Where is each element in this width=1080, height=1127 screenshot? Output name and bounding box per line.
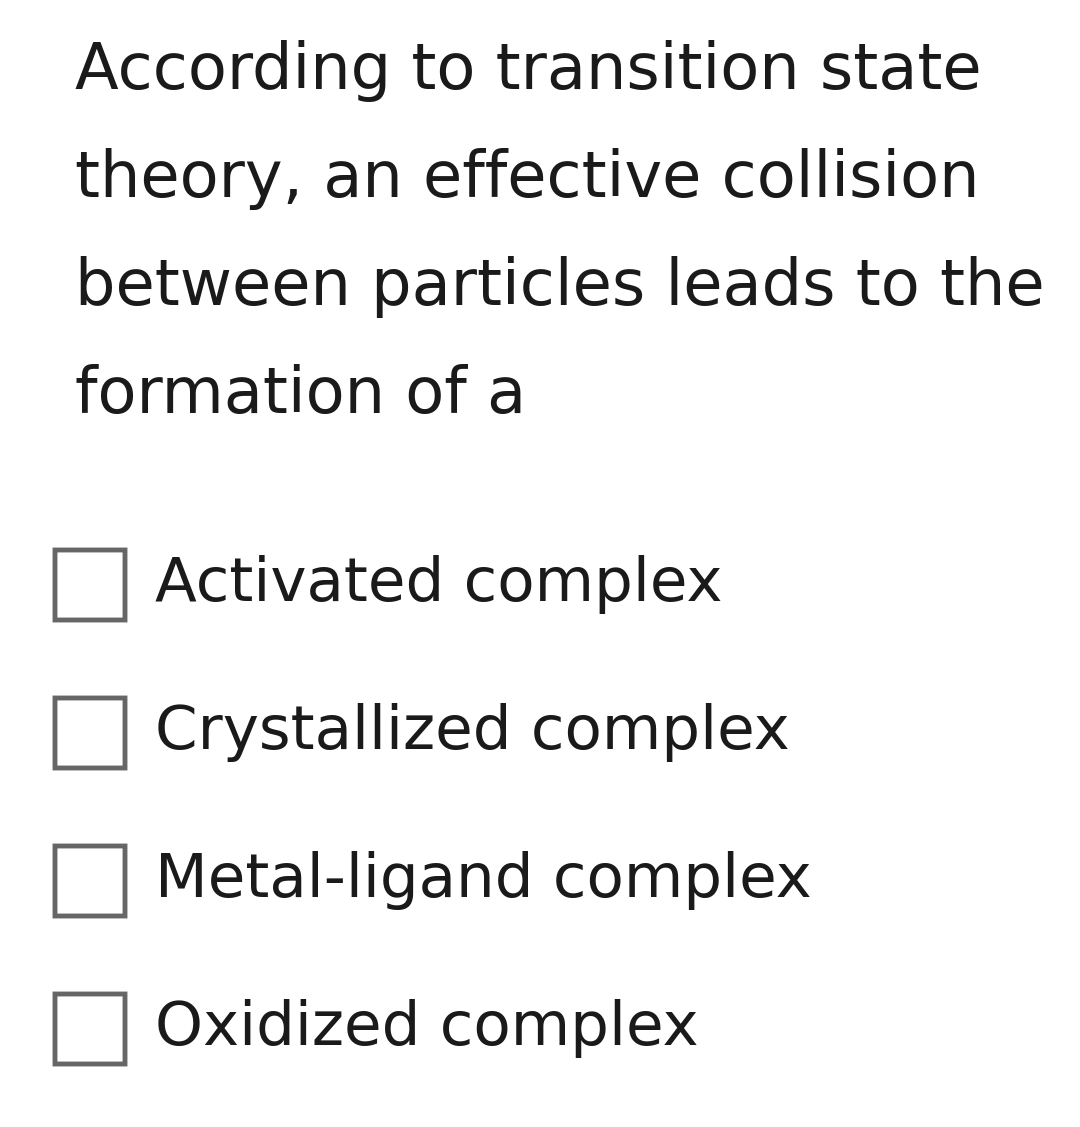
Text: Crystallized complex: Crystallized complex — [156, 703, 789, 763]
FancyBboxPatch shape — [55, 698, 125, 767]
Text: formation of a: formation of a — [75, 364, 526, 426]
FancyBboxPatch shape — [55, 550, 125, 620]
Text: between particles leads to the: between particles leads to the — [75, 256, 1044, 318]
Text: Metal-ligand complex: Metal-ligand complex — [156, 852, 812, 911]
FancyBboxPatch shape — [55, 846, 125, 916]
Text: Oxidized complex: Oxidized complex — [156, 1000, 699, 1058]
FancyBboxPatch shape — [55, 994, 125, 1064]
Text: Activated complex: Activated complex — [156, 556, 723, 614]
Text: According to transition state: According to transition state — [75, 39, 982, 103]
Text: theory, an effective collision: theory, an effective collision — [75, 148, 980, 210]
